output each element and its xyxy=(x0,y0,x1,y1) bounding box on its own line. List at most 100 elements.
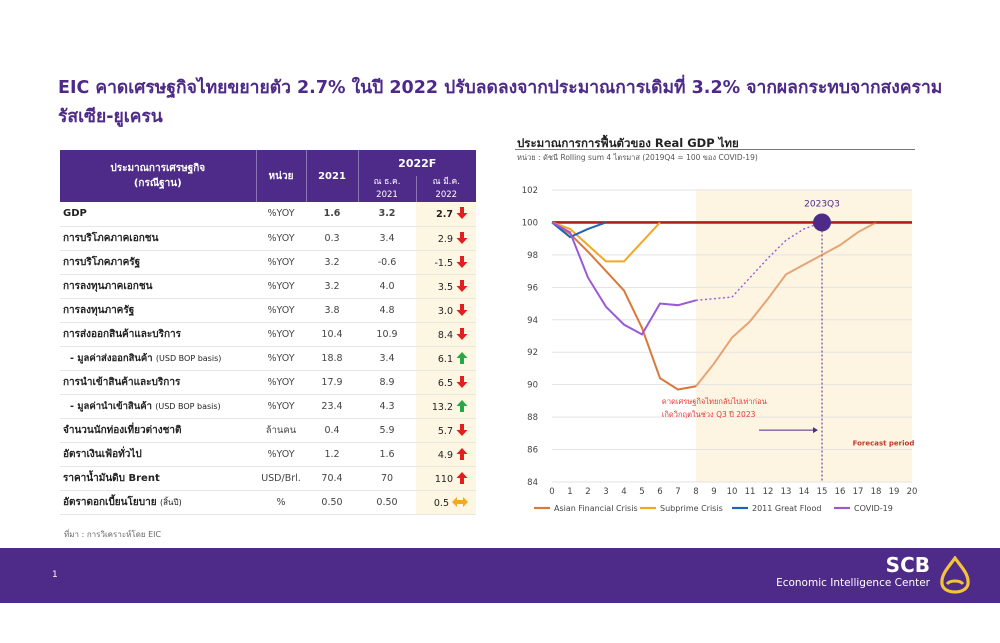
row-unit: % xyxy=(256,489,306,515)
row-unit: %YOY xyxy=(256,202,306,227)
annotation-line2: เกิดวิกฤตในช่วง Q3 ปี 2023 xyxy=(662,410,756,419)
footer-bar: 1 SCB Economic Intelligence Center xyxy=(0,548,1000,603)
table-row: จำนวนนักท่องเที่ยวต่างชาติ ล้านคน 0.4 5.9 5.… xyxy=(60,417,476,443)
row-dec-2021: 4.0 xyxy=(358,274,416,299)
legend-label: Asian Financial Crisis xyxy=(554,504,638,513)
row-label: การลงทุนภาคเอกชน xyxy=(60,274,256,299)
y-tick-label: 100 xyxy=(522,218,538,228)
x-tick-label: 5 xyxy=(639,487,644,497)
arrow-up-icon xyxy=(456,471,468,484)
row-unit: %YOY xyxy=(256,226,306,251)
row-dec-2021: 8.9 xyxy=(358,370,416,395)
row-mar-2022: 2.7 xyxy=(416,202,476,227)
row-mar-value: -1.5 xyxy=(434,257,453,269)
row-mar-value: 5.7 xyxy=(437,425,453,437)
row-label-text: อัตราดอกเบี้ยนโยบาย xyxy=(63,496,157,508)
row-dec-2021: 10.9 xyxy=(358,322,416,347)
x-tick-label: 3 xyxy=(603,487,608,497)
x-tick-label: 18 xyxy=(871,487,882,497)
row-unit: %YOY xyxy=(256,322,306,347)
table-row: อัตราดอกเบี้ยนโยบาย (สิ้นปี)% 0.50 0.50 0.5 xyxy=(60,489,476,515)
table-row: ราคาน้ำมันดิบ Brent USD/Brl. 70.4 70 110 xyxy=(60,466,476,491)
row-label-text: การลงทุนภาครัฐ xyxy=(63,304,135,316)
headline: EIC คาดเศรษฐกิจไทยขยายตัว 2.7% ในปี 2022… xyxy=(58,74,958,132)
row-2021: 1.2 xyxy=(306,442,358,467)
x-tick-label: 2 xyxy=(585,487,590,497)
row-2021: 3.2 xyxy=(306,274,358,299)
row-2021: 3.2 xyxy=(306,250,358,275)
series-asian-financial-crisis-forecast xyxy=(695,221,877,387)
row-label-note: (USD BOP basis) xyxy=(155,401,221,411)
row-dec-2021: 1.6 xyxy=(358,442,416,467)
row-label-text: การบริโภคภาครัฐ xyxy=(63,256,141,268)
header-indicator: ประมาณการเศรษฐกิจ (กรณีฐาน) xyxy=(60,150,257,202)
arrow-down-icon xyxy=(456,327,468,340)
x-tick-label: 16 xyxy=(835,487,846,497)
page-number: 1 xyxy=(52,570,58,580)
arrow-down-icon xyxy=(456,279,468,292)
row-dec-2021: -0.6 xyxy=(358,250,416,275)
row-2021: 10.4 xyxy=(306,322,358,347)
row-mar-2022: 6.5 xyxy=(416,370,476,395)
header-mar-line2: 2022 xyxy=(435,190,458,200)
arrow-down-icon xyxy=(456,255,468,268)
header-unit: หน่วย xyxy=(256,150,307,202)
row-unit: %YOY xyxy=(256,274,306,299)
row-dec-2021: 4.3 xyxy=(358,394,416,419)
row-mar-2022: 4.9 xyxy=(416,442,476,467)
x-tick-label: 10 xyxy=(727,487,738,497)
row-unit: %YOY xyxy=(256,370,306,395)
header-dec-line2: 2021 xyxy=(376,190,398,200)
scb-logo-icon xyxy=(940,556,970,594)
row-unit: %YOY xyxy=(256,394,306,419)
x-tick-label: 13 xyxy=(781,487,792,497)
y-tick-label: 88 xyxy=(527,413,538,423)
arrow-up-icon xyxy=(456,399,468,412)
arrow-down-icon xyxy=(456,375,468,388)
row-mar-value: 4.9 xyxy=(437,449,453,461)
table-row: การส่งออกสินค้าและบริการ %YOY 10.4 10.9 8.4 xyxy=(60,322,476,347)
table-row: การบริโภคภาคเอกชน %YOY 0.3 3.4 2.9 xyxy=(60,226,476,251)
row-label: - มูลค่านำเข้าสินค้า (USD BOP basis) xyxy=(60,394,256,419)
row-mar-2022: 3.0 xyxy=(416,298,476,323)
row-unit: ล้านคน xyxy=(256,417,306,443)
row-mar-2022: 13.2 xyxy=(416,394,476,419)
row-label: การบริโภคภาคเอกชน xyxy=(60,226,256,251)
x-tick-label: 6 xyxy=(657,487,662,497)
row-label-text: - มูลค่าส่งออกสินค้า xyxy=(70,352,153,364)
row-label: การนำเข้าสินค้าและบริการ xyxy=(60,370,256,395)
row-label-text: การนำเข้าสินค้าและบริการ xyxy=(63,376,181,388)
chart-title: ประมาณการการฟื้นตัวของ Real GDP ไทย xyxy=(517,136,739,150)
row-dec-2021: 0.50 xyxy=(358,489,416,515)
row-mar-2022: 8.4 xyxy=(416,322,476,347)
table-row: การบริโภคภาครัฐ %YOY 3.2 -0.6 -1.5 xyxy=(60,250,476,275)
header-dec-line1: ณ ธ.ค. xyxy=(373,177,401,187)
arrow-both-icon xyxy=(452,496,468,507)
headline-line-2: รัสเซีย-ยูเครน xyxy=(58,107,163,127)
row-unit: USD/Brl. xyxy=(256,466,306,491)
table-row: GDP %YOY 1.6 3.2 2.7 xyxy=(60,202,476,227)
row-label-text: ราคาน้ำมันดิบ Brent xyxy=(63,472,160,484)
row-label-text: GDP xyxy=(63,208,87,220)
x-tick-label: 7 xyxy=(675,487,680,497)
row-unit: %YOY xyxy=(256,442,306,467)
arrow-down-icon xyxy=(456,207,468,220)
legend-label: 2011 Great Flood xyxy=(752,504,821,513)
y-tick-label: 92 xyxy=(527,348,538,358)
row-mar-value: 3.5 xyxy=(437,281,453,293)
row-mar-value: 110 xyxy=(434,473,453,485)
forecast-table-wrap: ประมาณการเศรษฐกิจ (กรณีฐาน) หน่วย 2021 2… xyxy=(60,150,476,515)
row-2021: 70.4 xyxy=(306,466,358,491)
header-2021: 2021 xyxy=(306,150,359,202)
source-note: ที่มา : การวิเคราะห์โดย EIC xyxy=(64,530,162,539)
row-2021: 0.4 xyxy=(306,417,358,443)
row-mar-value: 2.7 xyxy=(436,209,453,221)
y-tick-label: 86 xyxy=(527,446,538,456)
x-tick-label: 11 xyxy=(745,487,756,497)
row-2021: 0.3 xyxy=(306,226,358,251)
row-unit: %YOY xyxy=(256,250,306,275)
row-mar-2022: 110 xyxy=(416,466,476,491)
row-mar-value: 0.5 xyxy=(433,497,449,509)
row-label-text: จำนวนนักท่องเที่ยวต่างชาติ xyxy=(63,424,182,436)
